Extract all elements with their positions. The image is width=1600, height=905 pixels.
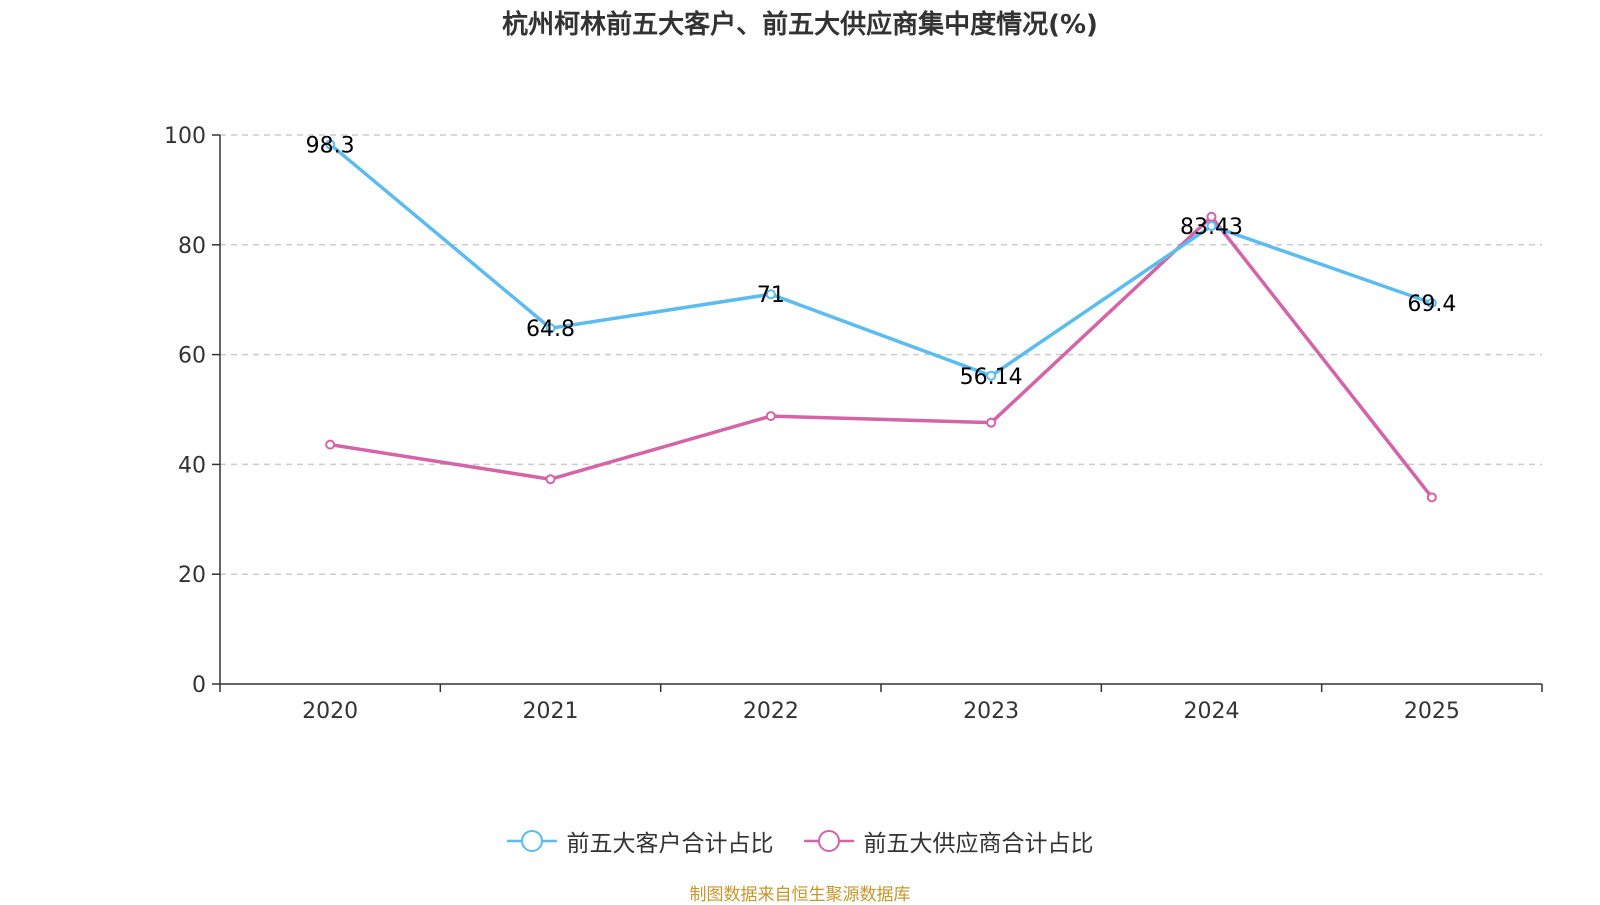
x-tick-label-2020: 2020 — [302, 699, 358, 724]
point-series1-2022 — [765, 411, 776, 422]
x-tick-label-2024: 2024 — [1184, 699, 1240, 724]
x-tick-label-2025: 2025 — [1404, 699, 1460, 724]
data-label-series0-2020: 98.3 — [306, 133, 355, 158]
point-series1-2020 — [325, 439, 336, 450]
legend-suppliers-icon — [803, 830, 854, 852]
point-series0-2023 — [986, 370, 997, 381]
source-note: 制图数据来自恒生聚源数据库 — [689, 885, 911, 905]
y-tick-label-40: 40 — [178, 453, 206, 478]
data-label-series0-2021: 64.8 — [526, 317, 575, 342]
y-tick-label-60: 60 — [178, 344, 206, 369]
legend-item-customers[interactable]: 前五大客户合计占比 — [506, 824, 774, 858]
legend: 前五大客户合计占比 前五大供应商合计占比 — [0, 824, 1600, 858]
data-labels: 98.3 64.8 71 56.14 83.43 69.4 — [306, 133, 1457, 389]
x-tick-label-2023: 2023 — [963, 699, 1019, 724]
legend-label-customers: 前五大客户合计占比 — [566, 831, 774, 857]
legend-item-suppliers[interactable]: 前五大供应商合计占比 — [803, 824, 1094, 858]
series-lines — [325, 139, 1437, 503]
point-series1-2025 — [1426, 492, 1437, 503]
x-tick-label-2022: 2022 — [743, 699, 799, 724]
point-series0-2024 — [1206, 220, 1217, 231]
point-series1-2023 — [986, 417, 997, 428]
point-series1-2021 — [545, 474, 556, 485]
y-tick-label-20: 20 — [178, 563, 206, 588]
data-label-series0-2022: 71 — [757, 283, 785, 308]
x-tick-label-2021: 2021 — [523, 699, 579, 724]
point-series0-2022 — [765, 289, 776, 300]
data-label-series0-2024: 83.43 — [1180, 215, 1243, 240]
y-tick-label-100: 100 — [164, 124, 206, 149]
y-tick-label-0: 0 — [192, 673, 206, 698]
point-series0-2025 — [1426, 297, 1437, 308]
grid-lines — [220, 134, 1542, 575]
data-label-series0-2023: 56.14 — [960, 365, 1023, 390]
y-tick-label-80: 80 — [178, 234, 206, 259]
legend-customers-icon — [506, 830, 557, 852]
series-line-1 — [329, 215, 1434, 499]
data-label-series0-2025: 69.4 — [1407, 292, 1456, 317]
chart-title: 杭州柯林前五大客户、前五大供应商集中度情况(%) — [502, 10, 1098, 40]
series-line-0 — [329, 142, 1433, 378]
axes: 0 20 40 60 80 100 2020 2021 2022 2023 2024 2025 — [164, 124, 1543, 724]
point-series1-2024 — [1206, 211, 1217, 222]
point-series0-2020 — [325, 139, 336, 150]
legend-label-suppliers: 前五大供应商合计占比 — [863, 831, 1094, 857]
point-series0-2021 — [545, 323, 556, 334]
